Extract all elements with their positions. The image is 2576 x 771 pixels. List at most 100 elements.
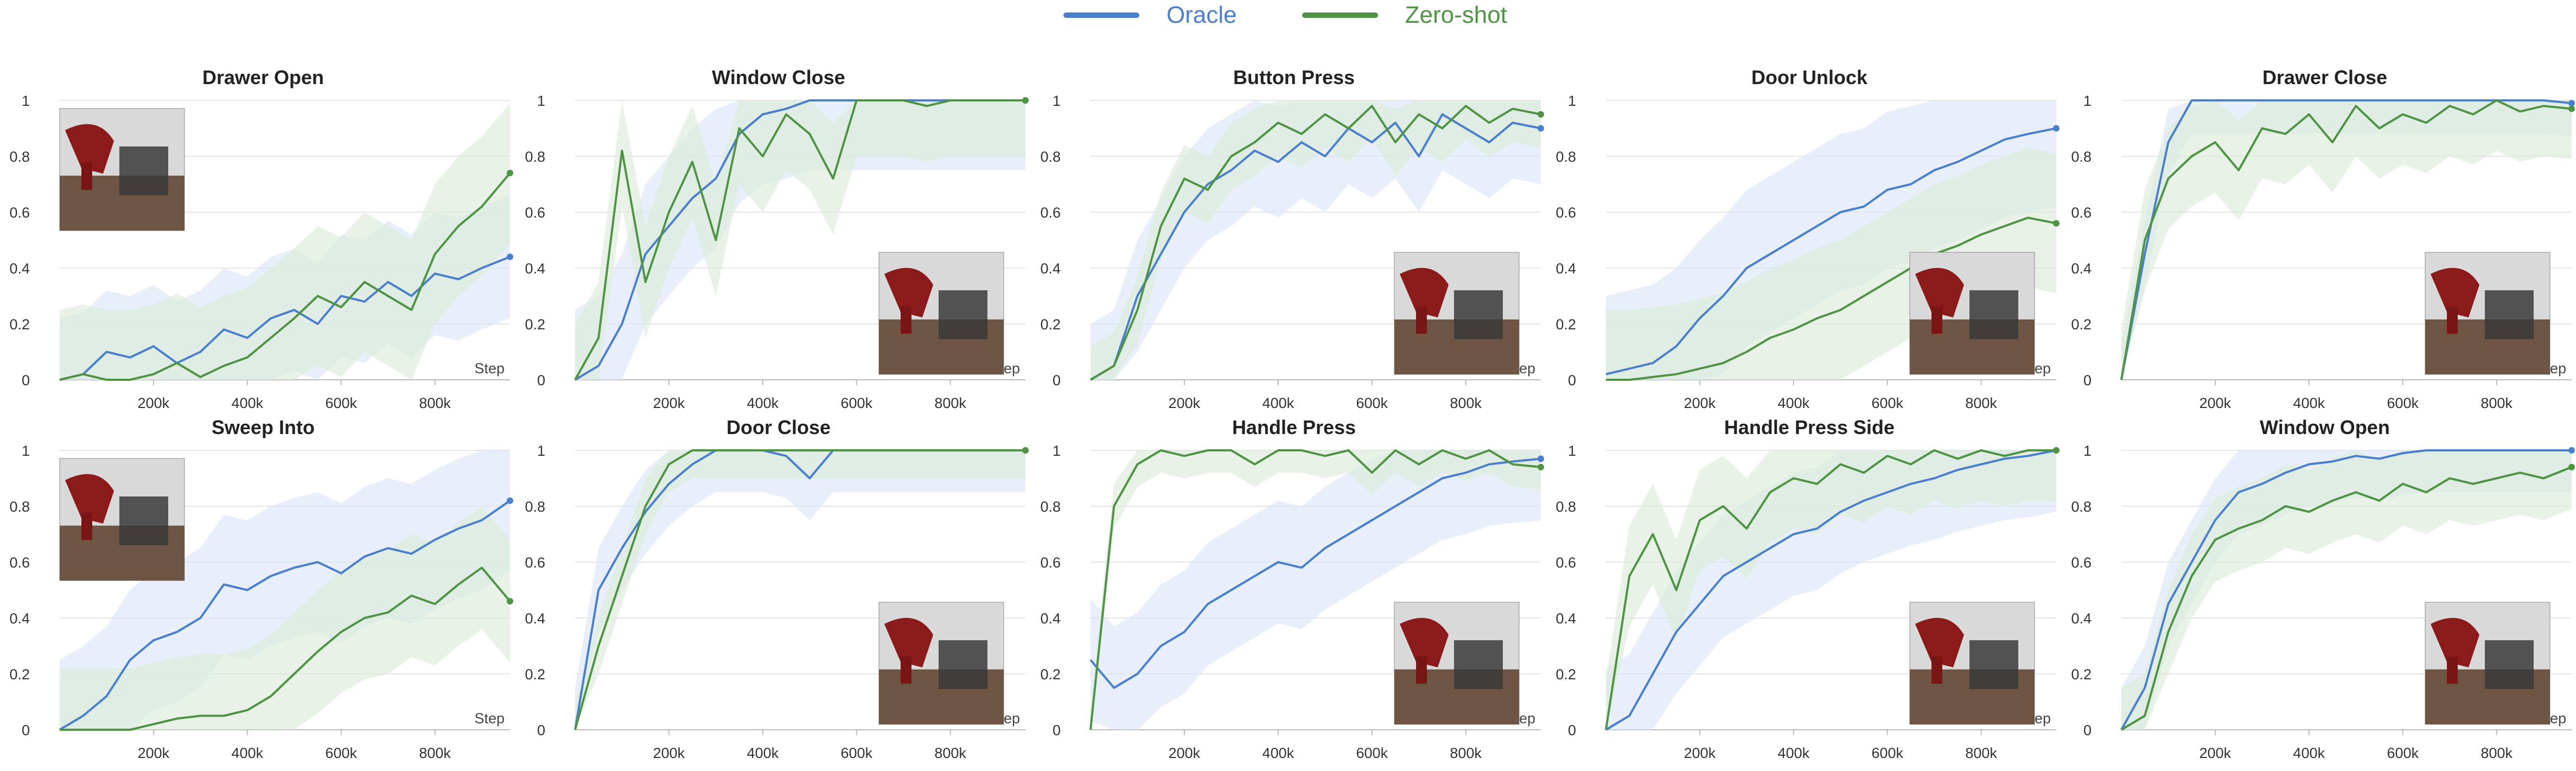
- y-tick-label: 0: [22, 722, 30, 738]
- thumbnail-sweep-scene: [59, 458, 185, 581]
- y-tick-label: 0.2: [525, 316, 545, 333]
- chart-title: Door Unlock: [1751, 66, 1868, 88]
- y-tick-label: 0.2: [9, 316, 30, 333]
- y-tick-label: 0.4: [1555, 260, 1576, 277]
- y-tick-label: 0.2: [1040, 316, 1061, 333]
- x-axis-label: Step: [474, 360, 505, 377]
- thumbnail-object: [939, 640, 987, 689]
- series-line-zero-shot: [1089, 105, 1541, 381]
- y-tick-label: 1: [22, 443, 30, 459]
- thumbnail-robot-arm: [2431, 617, 2479, 667]
- chart-handle-press: Handle Press 0 0.2 0.4 0.6 0.8 1 200k 400k 600k 80…: [1040, 416, 1544, 761]
- y-tick-label: 0: [1568, 722, 1576, 738]
- x-tick-label: 400k: [747, 745, 779, 761]
- thumbnail-robot-wrist: [81, 513, 92, 540]
- y-tick-label: 0.2: [9, 666, 30, 683]
- thumbnail-robot-arm: [884, 617, 933, 667]
- y-tick-label: 0: [2083, 372, 2092, 388]
- chart-handle-press-side: Handle Press Side 0 0.2 0.4 0.6 0.8 1 200k 400k 6…: [1555, 416, 2059, 761]
- band-zero-shot: [2121, 450, 2572, 730]
- y-tick-label: 0.2: [525, 666, 545, 683]
- y-tick-label: 1: [1053, 443, 1061, 459]
- thumbnail-handle-side-scene: [1909, 602, 2035, 725]
- thumbnail-robot-arm: [1915, 617, 1964, 667]
- y-tick-label: 0.4: [2071, 260, 2092, 277]
- x-tick-label: 800k: [1450, 745, 1482, 761]
- y-tick-label: 0.2: [2071, 316, 2092, 333]
- band-zero-shot: [575, 450, 1025, 730]
- chart-title: Sweep Into: [212, 416, 315, 438]
- legend-item-zeroshot: Zero-shot: [1302, 2, 1507, 29]
- y-tick-label: 0.4: [1040, 260, 1061, 277]
- band-zero-shot: [60, 506, 510, 730]
- series-endpoint-zero-shot: [1022, 447, 1029, 454]
- x-tick-label: 200k: [2199, 395, 2231, 411]
- y-tick-label: 0.2: [1555, 316, 1576, 333]
- thumbnail-object: [1454, 640, 1503, 689]
- x-tick-label: 400k: [232, 745, 264, 761]
- y-tick-label: 0: [1053, 372, 1061, 388]
- x-tick-label: 400k: [747, 395, 779, 411]
- y-tick-label: 0: [537, 722, 545, 738]
- series-endpoint-zero-shot: [2568, 105, 2575, 112]
- thumbnail-object: [119, 146, 168, 195]
- x-tick-label: 600k: [1356, 745, 1388, 761]
- x-tick-label: 200k: [2199, 745, 2231, 761]
- chart-title: Handle Press: [1232, 416, 1356, 438]
- thumbnail-robot-arm: [65, 124, 114, 174]
- x-tick-label: 800k: [419, 395, 451, 411]
- y-tick-label: 1: [1568, 443, 1576, 459]
- x-tick-label: 400k: [2293, 395, 2325, 411]
- x-tick-label: 600k: [325, 745, 357, 761]
- chart-sweep-into: Sweep Into 0 0.2 0.4 0.6 0.8 1 200k 400k 600k 800k…: [9, 416, 513, 761]
- series-line-zero-shot: [2120, 466, 2572, 731]
- x-tick-label: 400k: [1778, 395, 1810, 411]
- chart-window-open: Window Open 0 0.2 0.4 0.6 0.8 1 200k 400k 600k 800…: [2071, 416, 2575, 761]
- legend-label-oracle: Oracle: [1166, 2, 1237, 28]
- x-tick-label: 800k: [419, 745, 451, 761]
- series-line-oracle: [1089, 457, 1541, 689]
- thumbnail-drawer-close-scene: [2425, 252, 2551, 375]
- legend-item-oracle: Oracle: [1063, 2, 1237, 29]
- thumbnail-window-open-scene: [2425, 602, 2551, 725]
- thumbnail-object: [2485, 640, 2534, 689]
- band-zero-shot: [1606, 148, 2056, 380]
- series-endpoint-oracle: [2568, 447, 2575, 454]
- thumbnail-robot-arm: [1400, 617, 1449, 667]
- x-tick-label: 800k: [1965, 395, 1997, 411]
- thumbnail-robot-wrist: [1931, 307, 1942, 334]
- y-tick-label: 0.2: [1555, 666, 1576, 683]
- x-tick-label: 200k: [653, 395, 685, 411]
- chart-title: Door Close: [726, 416, 831, 438]
- thumbnail-robot-wrist: [2447, 307, 2458, 334]
- y-tick-label: 0.8: [1555, 149, 1576, 165]
- y-tick-label: 0: [2083, 722, 2092, 738]
- x-tick-label: 600k: [2387, 745, 2419, 761]
- x-tick-label: 200k: [1169, 745, 1201, 761]
- y-tick-label: 0.4: [1040, 610, 1061, 627]
- x-axis-label: Step: [474, 710, 505, 727]
- y-tick-label: 0.4: [525, 260, 545, 277]
- series-endpoint-oracle: [1538, 125, 1544, 132]
- x-tick-label: 200k: [653, 745, 685, 761]
- y-tick-label: 0.4: [1555, 610, 1576, 627]
- thumbnail-window-scene: [878, 252, 1004, 375]
- chart-title: Window Close: [712, 66, 845, 88]
- thumbnail-robot-arm: [1915, 267, 1964, 317]
- chart-title: Drawer Open: [202, 66, 324, 88]
- series-endpoint-oracle: [2568, 100, 2575, 107]
- series-line-zero-shot: [2120, 99, 2572, 380]
- y-tick-label: 1: [537, 443, 545, 459]
- thumbnail-handle-scene: [1394, 602, 1520, 725]
- x-tick-label: 800k: [1965, 745, 1997, 761]
- band-zero-shot: [1606, 450, 2056, 730]
- x-tick-label: 800k: [934, 745, 966, 761]
- x-tick-label: 400k: [232, 395, 264, 411]
- x-tick-label: 600k: [1871, 745, 1903, 761]
- thumbnail-robot-arm: [2431, 267, 2479, 317]
- y-tick-label: 1: [537, 93, 545, 109]
- series-endpoint-oracle: [2053, 125, 2059, 132]
- series-endpoint-oracle: [507, 497, 513, 504]
- y-tick-label: 0.6: [2071, 205, 2092, 221]
